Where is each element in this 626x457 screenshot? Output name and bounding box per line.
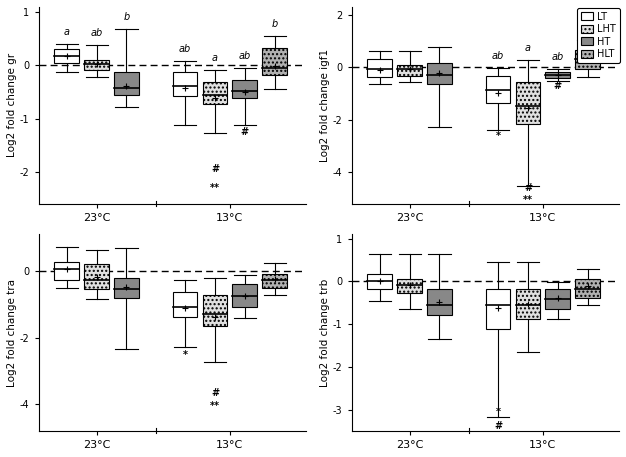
Text: #: # — [241, 127, 249, 137]
Text: #: # — [211, 164, 219, 174]
FancyBboxPatch shape — [486, 76, 510, 103]
Text: ab: ab — [91, 28, 103, 38]
Text: **: ** — [523, 195, 533, 205]
FancyBboxPatch shape — [114, 72, 139, 95]
FancyBboxPatch shape — [232, 80, 257, 98]
Text: a: a — [64, 27, 70, 37]
Text: #: # — [494, 421, 502, 431]
Text: b: b — [585, 23, 591, 33]
Text: **: ** — [210, 401, 220, 411]
FancyBboxPatch shape — [516, 82, 540, 124]
Text: ab: ab — [179, 44, 192, 54]
Y-axis label: Log2 fold change gr: Log2 fold change gr — [7, 53, 17, 157]
FancyBboxPatch shape — [427, 289, 452, 315]
FancyBboxPatch shape — [203, 295, 227, 326]
FancyBboxPatch shape — [575, 50, 600, 69]
FancyBboxPatch shape — [54, 262, 79, 280]
Text: b: b — [272, 19, 278, 29]
FancyBboxPatch shape — [427, 63, 452, 84]
Y-axis label: Log2 fold change igf1: Log2 fold change igf1 — [320, 49, 330, 162]
Text: #: # — [211, 388, 219, 398]
FancyBboxPatch shape — [575, 279, 600, 298]
Y-axis label: Log2 fold change trb: Log2 fold change trb — [320, 279, 330, 387]
FancyBboxPatch shape — [545, 289, 570, 309]
Y-axis label: Log2 fold change tra: Log2 fold change tra — [7, 279, 17, 387]
Text: ab: ab — [552, 53, 564, 63]
FancyBboxPatch shape — [85, 264, 109, 289]
Text: ab: ab — [492, 51, 505, 61]
FancyBboxPatch shape — [486, 289, 510, 329]
FancyBboxPatch shape — [232, 284, 257, 307]
FancyBboxPatch shape — [114, 278, 139, 298]
FancyBboxPatch shape — [398, 65, 422, 76]
FancyBboxPatch shape — [516, 289, 540, 319]
FancyBboxPatch shape — [398, 279, 422, 293]
Text: *: * — [183, 350, 188, 360]
FancyBboxPatch shape — [203, 82, 227, 104]
Text: a: a — [525, 43, 531, 53]
FancyBboxPatch shape — [85, 60, 109, 69]
Text: **: ** — [210, 183, 220, 193]
Text: b: b — [123, 12, 130, 22]
FancyBboxPatch shape — [262, 48, 287, 75]
FancyBboxPatch shape — [54, 49, 79, 63]
FancyBboxPatch shape — [262, 274, 287, 288]
Text: ab: ab — [239, 51, 251, 61]
Text: #: # — [554, 81, 562, 91]
Text: *: * — [496, 131, 501, 141]
FancyBboxPatch shape — [545, 72, 570, 78]
Text: a: a — [212, 53, 218, 63]
Text: #: # — [524, 183, 532, 193]
FancyBboxPatch shape — [367, 59, 392, 77]
Text: *: * — [496, 407, 501, 417]
Legend: LT, LHT, HT, HLT: LT, LHT, HT, HLT — [577, 8, 620, 63]
FancyBboxPatch shape — [173, 292, 197, 317]
FancyBboxPatch shape — [173, 72, 197, 96]
FancyBboxPatch shape — [367, 274, 392, 289]
